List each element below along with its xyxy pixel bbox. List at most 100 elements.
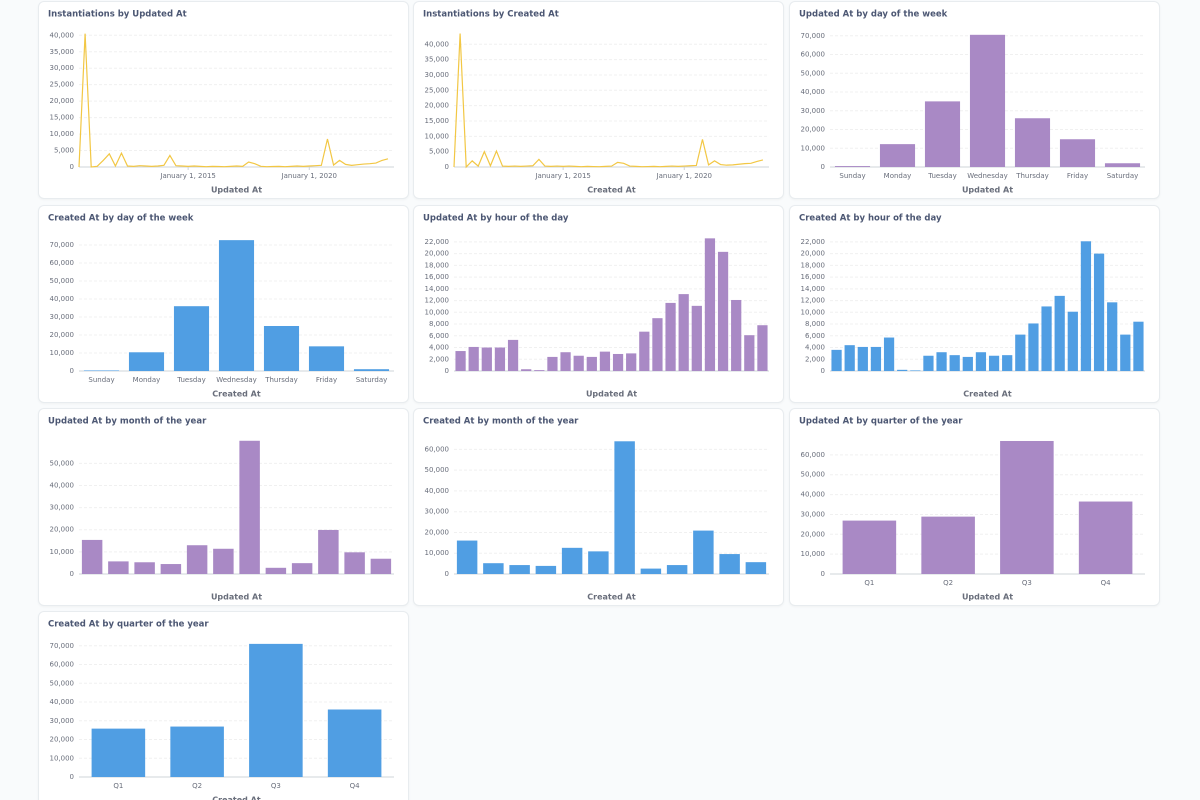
bar xyxy=(1067,311,1078,371)
x-tick-label: Sunday xyxy=(839,172,865,180)
chart: Created At by month of the year 0 10,000 20… xyxy=(423,417,769,602)
y-tick-label: 40,000 xyxy=(425,487,450,495)
y-tick-label: 50,000 xyxy=(50,679,75,687)
y-tick-label: 35,000 xyxy=(425,56,450,64)
chart-card: Updated At by day of the week 0 10,000 20,0… xyxy=(789,1,1160,199)
bar xyxy=(731,299,742,371)
bar xyxy=(831,349,842,371)
y-tick-label: 0 xyxy=(70,773,74,781)
y-tick-label: 15,000 xyxy=(50,114,75,122)
bar xyxy=(468,346,479,371)
bar xyxy=(573,355,584,371)
y-tick-label: 40,000 xyxy=(801,88,826,96)
chart-card: Created At by month of the year 0 10,000 20… xyxy=(413,408,784,606)
bar xyxy=(547,356,558,371)
y-tick-label: 14,000 xyxy=(425,285,450,293)
bar xyxy=(757,325,768,371)
x-axis-label: Updated At xyxy=(962,593,1013,602)
bar xyxy=(213,548,234,574)
line xyxy=(78,33,389,168)
y-tick-label: 10,000 xyxy=(801,144,826,152)
y-tick-label: 25,000 xyxy=(425,86,450,94)
bar xyxy=(691,305,702,371)
y-tick-label: 70,000 xyxy=(801,32,826,40)
y-tick-label: 4,000 xyxy=(805,344,825,352)
bar xyxy=(263,326,300,371)
chart-title: Instantiations by Created At xyxy=(423,10,559,20)
y-tick-label: 0 xyxy=(445,163,449,171)
y-tick-label: 15,000 xyxy=(425,117,450,125)
y-tick-label: 2,000 xyxy=(429,355,449,363)
bar xyxy=(962,356,973,371)
bar xyxy=(83,370,120,371)
chart-card: Instantiations by Created At 0 5,000 10,000… xyxy=(413,1,784,199)
chart: Created At by quarter of the year 0 10,000… xyxy=(48,620,394,800)
x-tick-label: Saturday xyxy=(356,376,388,384)
chart: Instantiations by Updated At 0 5,000 10,000… xyxy=(48,10,394,195)
bar xyxy=(353,369,390,371)
chart: Created At by hour of the day 0 2,000 4,000… xyxy=(799,214,1145,399)
bar xyxy=(639,331,650,371)
y-tick-label: 5,000 xyxy=(429,148,449,156)
bar xyxy=(857,346,868,371)
bar xyxy=(744,335,755,371)
bar xyxy=(1002,355,1013,371)
bar xyxy=(327,709,382,777)
bar xyxy=(81,539,103,574)
y-tick-label: 0 xyxy=(445,570,449,578)
x-tick-label: Sunday xyxy=(88,376,114,384)
bar xyxy=(870,346,882,371)
bar xyxy=(128,352,165,371)
y-tick-label: 20,000 xyxy=(50,526,75,534)
y-tick-label: 10,000 xyxy=(50,754,75,762)
bar xyxy=(588,551,609,574)
y-tick-label: 25,000 xyxy=(50,81,75,89)
x-tick-label: Thursday xyxy=(264,376,298,384)
bar xyxy=(218,240,255,371)
chart-card: Instantiations by Updated At 0 5,000 10,000… xyxy=(38,1,409,199)
bar xyxy=(910,370,921,371)
x-tick-label: Q1 xyxy=(864,579,874,587)
x-axis-label: Created At xyxy=(212,796,261,800)
bar xyxy=(344,552,365,574)
x-tick-label: Monday xyxy=(884,172,912,180)
bar xyxy=(509,565,530,574)
y-tick-label: 30,000 xyxy=(50,64,75,72)
bar xyxy=(521,369,532,371)
x-tick-label: Wednesday xyxy=(216,376,257,384)
bar xyxy=(494,347,506,371)
bar xyxy=(834,166,871,167)
x-tick-label: January 1, 2020 xyxy=(656,172,712,180)
bar xyxy=(160,564,182,574)
chart-card: Updated At by quarter of the year 0 10,000… xyxy=(789,408,1160,606)
bar xyxy=(1133,321,1144,371)
bar xyxy=(1041,306,1052,371)
x-tick-label: Tuesday xyxy=(176,376,205,384)
x-axis-label: Updated At xyxy=(962,186,1013,195)
x-tick-label: Thursday xyxy=(1015,172,1049,180)
y-tick-label: 40,000 xyxy=(425,40,450,48)
x-axis-label: Created At xyxy=(212,390,261,399)
bar xyxy=(1107,302,1118,371)
y-tick-label: 40,000 xyxy=(50,481,75,489)
chart-title: Updated At by month of the year xyxy=(48,417,207,427)
bar xyxy=(693,530,714,574)
bar xyxy=(186,545,208,574)
y-tick-label: 16,000 xyxy=(801,273,826,281)
bar xyxy=(1000,440,1054,574)
y-tick-label: 40,000 xyxy=(50,698,75,706)
bar xyxy=(239,440,260,574)
y-tick-label: 12,000 xyxy=(425,297,450,305)
chart: Updated At by day of the week 0 10,000 20,0… xyxy=(799,10,1145,195)
bar xyxy=(91,728,146,777)
y-tick-label: 2,000 xyxy=(805,355,825,363)
bar xyxy=(719,554,740,574)
chart-card: Created At by quarter of the year 0 10,000… xyxy=(38,611,409,800)
bar xyxy=(318,529,339,574)
x-axis-label: Updated At xyxy=(586,390,637,399)
y-tick-label: 30,000 xyxy=(425,71,450,79)
y-tick-label: 10,000 xyxy=(425,308,450,316)
bar xyxy=(640,568,662,574)
x-tick-label: Q3 xyxy=(1022,579,1032,587)
y-tick-label: 60,000 xyxy=(801,451,826,459)
